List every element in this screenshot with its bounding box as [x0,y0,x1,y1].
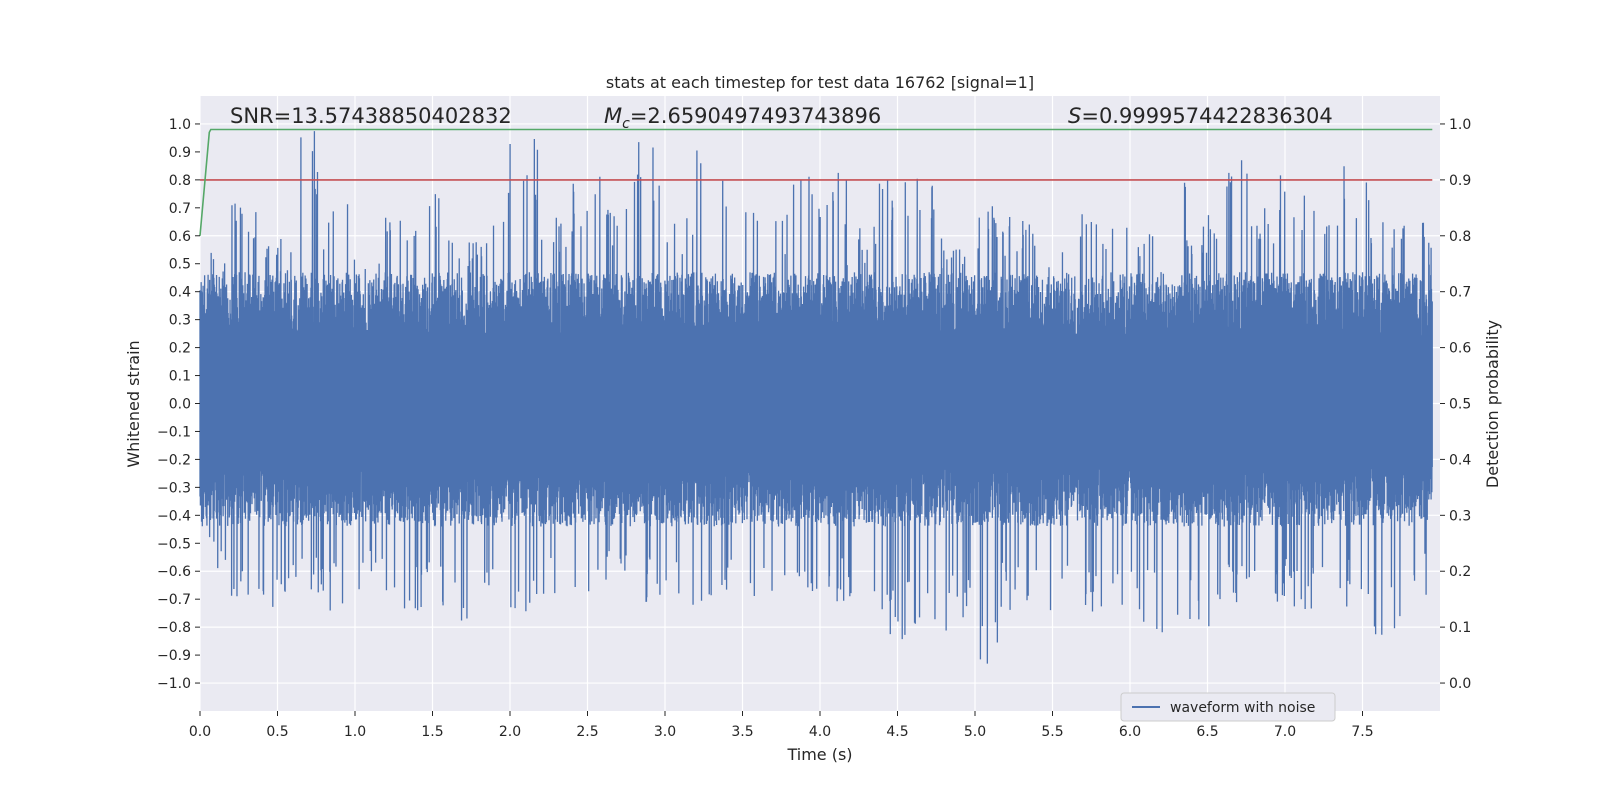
x-tick-label: 3.0 [654,724,676,740]
x-tick-label: 0.5 [266,724,288,740]
score-value: =0.9999574422836304 [1081,104,1332,128]
y-left-tick-label: 0.2 [169,341,191,357]
chirp-mass-subscript: c [622,116,630,132]
x-tick-label: 7.0 [1274,724,1296,740]
x-axis: 0.0 0.5 1.0 1.5 2.0 2.5 3.0 3.5 4.0 4.5 5.0 5.5 6.0 6… [189,711,1374,740]
waveform-line [199,131,1433,664]
score-symbol: S [1068,104,1081,128]
y-left-tick-label: −0.6 [157,564,191,580]
y-right-tick-label: 0.7 [1449,285,1471,301]
y-left-tick-label: −0.2 [157,452,191,468]
x-axis-label: Time (s) [786,745,852,764]
y-axis-left-label: Whitened strain [124,340,143,467]
x-tick-label: 0.0 [189,724,211,740]
x-tick-label: 3.5 [731,724,753,740]
y-left-tick-label: 0.3 [169,313,191,329]
x-tick-label: 1.5 [421,724,443,740]
y-left-tick-label: 0.4 [169,285,191,301]
x-tick-label: 4.0 [809,724,831,740]
y-right-tick-label: 0.3 [1449,508,1471,524]
x-tick-label: 6.5 [1196,724,1218,740]
y-left-tick-label: −0.4 [157,508,191,524]
legend-box [1120,692,1336,722]
x-tick-label: 5.5 [1041,724,1063,740]
y-left-tick-label: 0.1 [169,369,191,385]
y-left-tick-label: −0.7 [157,592,191,608]
x-tick-label: 4.5 [886,724,908,740]
x-tick-label: 2.5 [576,724,598,740]
y-right-tick-label: 1.0 [1449,117,1471,133]
y-right-tick-label: 0.9 [1449,173,1471,189]
x-tick-label: 7.5 [1351,724,1373,740]
y-left-tick-label: −0.3 [157,480,191,496]
y-left-tick-label: 1.0 [169,117,191,133]
y-left-tick-label: −0.8 [157,620,191,636]
x-tick-label: 5.0 [964,724,986,740]
y-left-tick-label: −0.1 [157,424,191,440]
detection-probability-line [199,128,1433,236]
x-tick-label: 2.0 [499,724,521,740]
chirp-mass-annotation: Mc=2.6590497493743896 [604,104,881,132]
snr-annotation: SNR=13.57438850402832 [230,104,512,128]
y-left-tick-label: 0.7 [169,201,191,217]
legend-label-waveform: waveform with noise [1170,700,1315,716]
y-left-tick-label: 0.0 [169,397,191,413]
y-right-tick-label: 0.5 [1449,397,1471,413]
y-right-tick-label: 0.2 [1449,564,1471,580]
y-right-tick-label: 0.0 [1449,676,1471,692]
probability-series [199,128,1433,236]
x-tick-label: 6.0 [1119,724,1141,740]
chirp-mass-value: =2.6590497493743896 [630,104,881,128]
y-right-tick-label: 0.4 [1449,452,1471,468]
chart-title: stats at each timestep for test data 167… [606,73,1034,92]
y-right-tick-label: 0.1 [1449,620,1471,636]
chirp-mass-symbol: M [604,104,622,128]
y-left-tick-label: −0.5 [157,536,191,552]
y-axis-left: 1.0 0.9 0.8 0.7 0.6 0.5 0.4 0.3 0.2 0.1 0.0 −0.1 −0.… [157,117,200,692]
y-right-tick-label: 0.6 [1449,341,1471,357]
x-tick-label: 1.0 [344,724,366,740]
y-left-tick-label: 0.6 [169,229,191,245]
y-left-tick-label: 0.8 [169,173,191,189]
y-left-tick-label: −1.0 [157,676,191,692]
y-right-tick-label: 0.8 [1449,229,1471,245]
y-axis-right: 1.0 0.9 0.8 0.7 0.6 0.5 0.4 0.3 0.2 0.1 0.0 [1440,117,1471,692]
y-left-tick-label: 0.5 [169,257,191,273]
y-left-tick-label: −0.9 [157,648,191,664]
score-annotation: S=0.9999574422836304 [1068,104,1333,128]
y-axis-right-label: Detection probability [1483,320,1502,488]
y-left-tick-label: 0.9 [169,145,191,161]
legend: waveform with noise [1120,692,1336,722]
waveform-series [199,131,1433,664]
